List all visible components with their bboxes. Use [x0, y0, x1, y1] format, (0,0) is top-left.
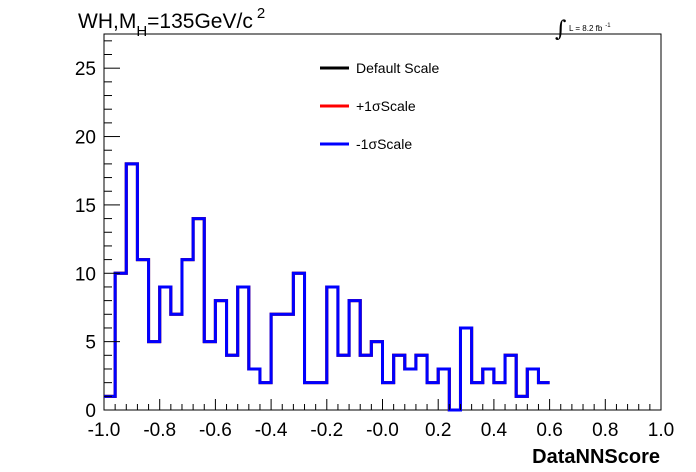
series-line-2: [104, 162, 550, 412]
title-prefix: WH,M: [78, 10, 136, 33]
x-tick-label: 0.8: [592, 420, 618, 441]
x-tick-label: -0.2: [310, 420, 343, 441]
x-axis-label: DataNNScore: [532, 446, 660, 468]
legend-label-2: -1σScale: [356, 136, 412, 152]
x-tick-label: -0.4: [255, 420, 288, 441]
legend-label-0: Default Scale: [356, 60, 439, 76]
title-subscript: H: [136, 23, 147, 40]
y-tick-label: 5: [85, 333, 96, 354]
title-value: =135GeV/c: [147, 10, 253, 33]
x-tick-label: 0.2: [425, 420, 451, 441]
lumi-label: ∫ L = 8.2 fb -1: [555, 17, 611, 42]
lumi-value: L = 8.2 fb: [569, 24, 603, 33]
x-axis: -1.0 -0.8 -0.6 -0.4 -0.2 -0.0 0.2 0.4 0.6 0.8 1.0: [88, 399, 674, 441]
x-tick-label: -0.8: [143, 420, 176, 441]
series-layer: [104, 162, 550, 412]
y-tick-label: 0: [85, 401, 96, 422]
y-tick-label: 10: [75, 264, 96, 285]
legend-label-1: +1σScale: [356, 98, 416, 114]
lumi-superscript: -1: [605, 23, 611, 29]
x-tick-label: -0.0: [366, 420, 399, 441]
y-tick-label: 15: [75, 196, 96, 217]
title-superscript: 2: [257, 5, 265, 22]
x-tick-label: 0.6: [536, 420, 562, 441]
y-axis: 0 5 10 15 20 25: [75, 40, 120, 422]
chart-title: WH,MH=135GeV/c 2: [78, 5, 265, 40]
legend: Default Scale +1σScale -1σScale: [320, 60, 439, 152]
x-tick-label: 0.4: [481, 420, 508, 441]
y-tick-label: 20: [75, 128, 96, 149]
y-tick-label: 25: [75, 59, 96, 80]
x-tick-label: 1.0: [648, 420, 674, 441]
x-tick-label: -0.6: [199, 420, 232, 441]
lumi-integral-symbol: ∫: [555, 17, 567, 42]
lumi-text: L = 8.2 fb -1: [569, 23, 611, 33]
x-tick-label: -1.0: [88, 420, 121, 441]
